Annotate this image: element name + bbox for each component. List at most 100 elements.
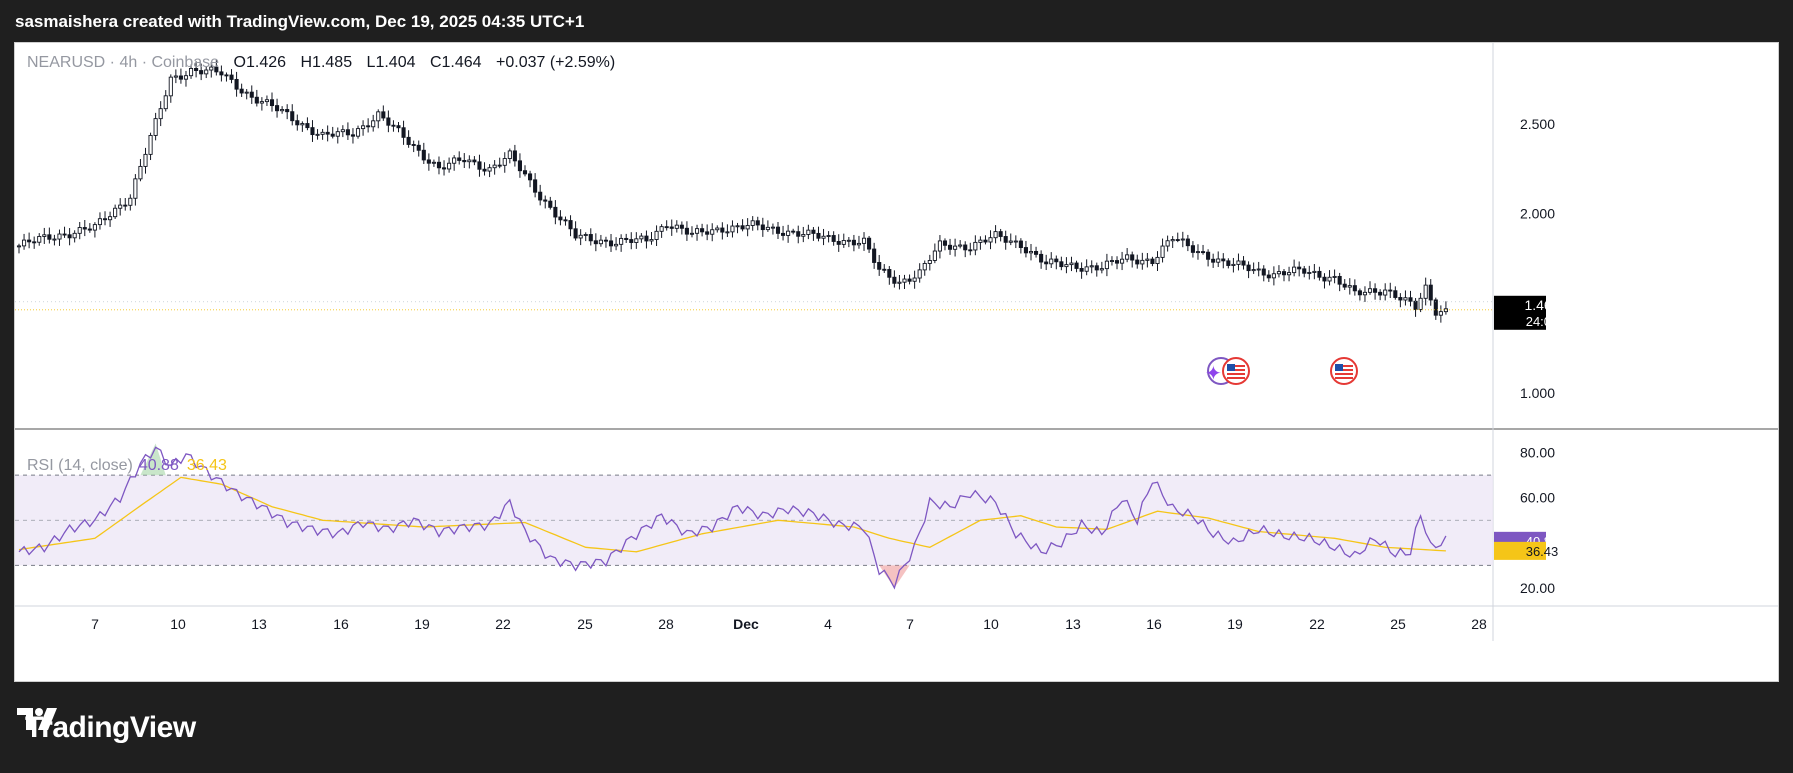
candle-body [497,164,502,167]
candle-body [1226,260,1231,266]
candle-body [659,226,664,232]
candle-body [492,164,497,169]
candle-body [32,241,37,244]
candle-body [1200,251,1206,254]
rsi-ma-value: 36.43 [186,457,227,474]
candle-body [1028,250,1034,254]
candle-body [1231,263,1236,266]
us-flag-stripe [1227,369,1245,371]
time-axis-label: 10 [170,616,186,632]
candle-body [1342,283,1347,288]
candle-body [381,111,386,119]
candle-body [1322,276,1327,282]
candle-body [436,161,442,169]
sparkle-event-icon[interactable]: ✦ [1205,361,1222,385]
candle-body [1109,260,1115,263]
candle-body [173,75,178,78]
candle-body [280,109,285,112]
candle-body [320,131,325,135]
candle-body [1140,259,1145,265]
candle-body [841,240,846,245]
candle-body [1297,266,1302,270]
candle-body [1104,260,1109,270]
candle-body [867,237,872,250]
candle-body [836,241,841,245]
candle-body [1094,265,1099,271]
candle-body [1246,264,1251,272]
candle-body [42,234,47,237]
candle-body [917,269,922,279]
us-flag-stripe [1335,365,1353,367]
candle-body [239,88,244,94]
candle-body [1195,251,1201,254]
candle-body [16,245,22,248]
time-axis-label: 25 [577,616,593,632]
us-flag-stripe [1335,369,1353,371]
candle-body [259,101,264,104]
candle-body [993,231,998,239]
candle-body [826,235,831,237]
candle-body [801,234,806,237]
candle-body [619,237,624,245]
rsi-title[interactable]: RSI (14, close) [27,457,133,474]
candle-body [426,159,431,164]
candle-body [679,224,684,229]
candle-body [472,159,477,163]
candle-body [168,76,173,97]
candle-body [922,263,927,271]
chart-canvas[interactable]: 2.5002.0001.0001.46424:03✦80.0060.0020.0… [15,43,1779,682]
change-value: +0.037 (+2.59%) [496,54,616,71]
candle-body [138,165,143,180]
candle-body [1099,268,1104,271]
candle-body [447,162,452,170]
symbol-label[interactable]: NEARUSD · 4h · Coinbase [27,54,220,71]
candle-body [1206,251,1211,260]
candle-body [275,105,280,112]
candle-body [947,244,953,250]
time-axis-label: 7 [91,616,99,632]
candle-body [118,204,123,209]
close-value: 1.464 [441,54,482,71]
candle-body [1145,258,1150,261]
candle-body [1317,270,1322,278]
candle-body [52,238,57,241]
candle-body [1190,245,1195,253]
rsi-line[interactable] [18,446,1447,590]
candle-body [391,124,396,127]
candle-body [937,240,942,252]
candle-body [477,161,482,170]
candle-body [1438,311,1443,316]
time-axis-label: 25 [1390,616,1406,632]
candle-body [229,74,234,80]
candle-body [340,129,345,133]
candle-body [386,117,391,126]
rsi-axis-label: 60.00 [1520,490,1555,506]
time-axis-label: 16 [333,616,349,632]
candle-body [988,237,993,243]
candle-body [77,227,82,234]
us-flag-stripe [1335,377,1353,379]
tradingview-brand[interactable]: TradingView [17,708,196,748]
candle-body [204,69,209,75]
last-price-tag[interactable] [1494,295,1546,330]
candle-body [538,191,543,201]
rsi-ma-line[interactable] [18,476,1446,553]
candle-body [1185,238,1190,247]
us-flag-stripe [1227,373,1245,375]
candle-body [1054,258,1059,263]
candle-body [1302,268,1307,274]
rsi-value: 40.88 [138,457,179,474]
us-flag-stripe [1227,377,1245,379]
chart-panel[interactable]: 2.500 2.000 1.000 1.464 24:03 ✦ 80.00 60.00 20.0… [14,42,1779,682]
candle-body [689,232,695,235]
candle-body [421,149,426,161]
candle-body [548,200,553,208]
candle-body [786,230,791,236]
candle-body [811,229,816,234]
tradingview-logo-icon [17,708,57,730]
candle-body [583,234,588,236]
candle-body [335,131,340,137]
candle-body [431,161,436,164]
chart-caption: sasmaishera created with TradingView.com… [15,12,585,31]
candle-body [507,150,512,159]
